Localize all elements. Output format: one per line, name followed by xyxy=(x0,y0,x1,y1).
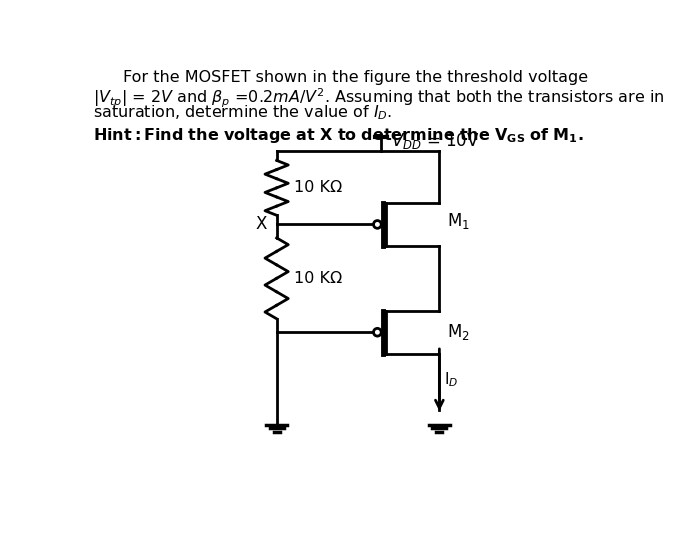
Text: 10 KΩ: 10 KΩ xyxy=(294,271,342,286)
Text: I$_D$: I$_D$ xyxy=(444,371,458,389)
Text: $|V_{tp}|$ = 2$V$ and $\beta_p$ =0.2$mA/V^2$. Assuming that both the transistors: $|V_{tp}|$ = 2$V$ and $\beta_p$ =0.2$mA/… xyxy=(93,87,664,110)
Text: M$_2$: M$_2$ xyxy=(447,322,470,342)
Text: 10 KΩ: 10 KΩ xyxy=(294,180,342,195)
Text: $\mathbf{Hint: Find\ the\ voltage\ at\ X\ to\ determine\ the\ V_{GS}\ of\ M_1.}$: $\mathbf{Hint: Find\ the\ voltage\ at\ X… xyxy=(93,126,584,145)
Text: M$_1$: M$_1$ xyxy=(447,211,470,230)
Text: X: X xyxy=(256,215,267,234)
Text: $V_{DD}$ = 10V: $V_{DD}$ = 10V xyxy=(391,131,480,151)
Text: For the MOSFET shown in the figure the threshold voltage: For the MOSFET shown in the figure the t… xyxy=(123,70,589,85)
Text: saturation, determine the value of $I_D$.: saturation, determine the value of $I_D$… xyxy=(93,104,392,122)
